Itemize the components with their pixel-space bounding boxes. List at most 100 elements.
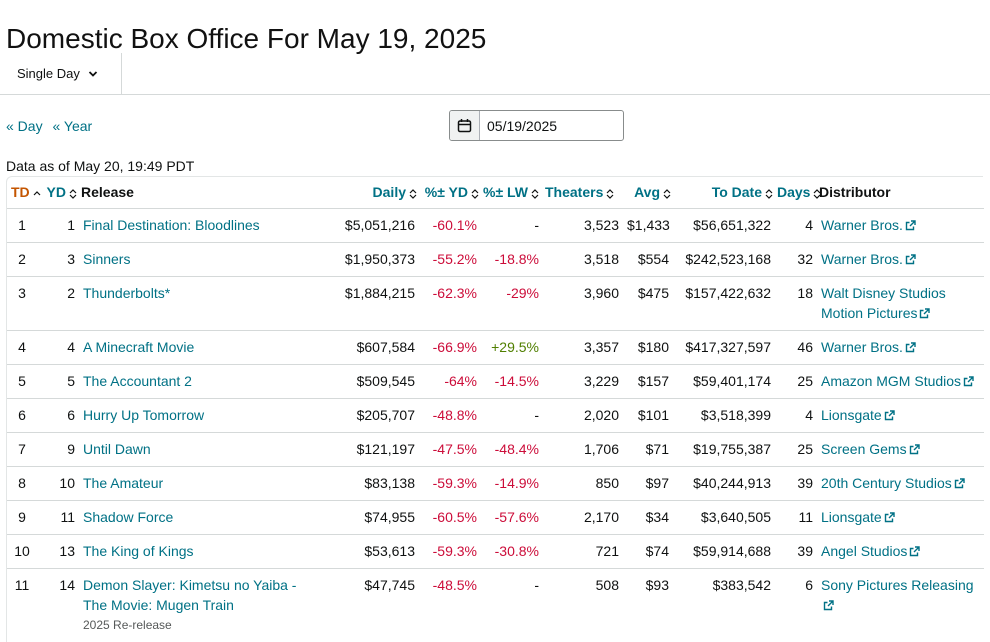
header-td[interactable]: TD xyxy=(7,177,41,208)
pct-change-lw: - xyxy=(481,397,543,432)
distributor-link[interactable]: Warner Bros. xyxy=(821,339,916,355)
to-date-gross: $59,401,174 xyxy=(673,363,775,398)
pct-change-lw: -30.8% xyxy=(481,533,543,568)
rank-yesterday: 11 xyxy=(37,499,79,534)
release-cell: The King of Kings xyxy=(79,533,327,568)
distributor-cell: Angel Studios xyxy=(817,533,984,568)
distributor-link[interactable]: Warner Bros. xyxy=(821,217,916,233)
header-avg[interactable]: Avg xyxy=(623,177,673,208)
daily-gross: $205,707 xyxy=(327,397,419,432)
rank-today: 10 xyxy=(7,533,37,568)
view-type-label: Single Day xyxy=(17,66,80,81)
days-in-release: 25 xyxy=(775,363,817,398)
theaters-count: 3,229 xyxy=(543,363,623,398)
prev-day-link[interactable]: « Day xyxy=(6,118,43,134)
sort-arrows-icon xyxy=(531,188,539,199)
distributor-cell: Screen Gems xyxy=(817,431,984,466)
distributor-link[interactable]: 20th Century Studios xyxy=(821,475,965,491)
header-release: Release xyxy=(81,184,134,201)
header-days[interactable]: Days xyxy=(775,177,821,208)
release-link[interactable]: Sinners xyxy=(83,250,131,267)
distributor-link[interactable]: Warner Bros. xyxy=(821,251,916,267)
to-date-gross: $383,542 xyxy=(673,567,775,642)
days-in-release: 39 xyxy=(775,465,817,500)
release-cell: The Amateur xyxy=(79,465,327,500)
pct-change-yd: -60.5% xyxy=(419,499,481,534)
header-theaters[interactable]: Theaters xyxy=(543,177,623,208)
view-type-dropdown[interactable]: Single Day xyxy=(0,53,122,94)
average-gross: $157 xyxy=(623,363,673,398)
release-link[interactable]: Demon Slayer: Kimetsu no Yaiba - The Mov… xyxy=(83,576,297,613)
table-row: 8 10 The Amateur $83,138 -59.3% -14.9% 850 $97 $… xyxy=(7,465,984,500)
table-body: 1 1 Final Destination: Bloodlines $5,051,21… xyxy=(7,207,984,642)
header-pct-lw[interactable]: %± LW xyxy=(481,177,543,208)
distributor-link[interactable]: Lionsgate xyxy=(821,407,895,423)
rank-yesterday: 10 xyxy=(37,465,79,500)
date-input[interactable] xyxy=(480,111,620,140)
release-link[interactable]: Final Destination: Bloodlines xyxy=(83,216,260,233)
header-yd[interactable]: YD xyxy=(37,177,79,208)
release-cell: A Minecraft Movie xyxy=(79,329,327,364)
release-link[interactable]: Hurry Up Tomorrow xyxy=(83,406,205,423)
release-link[interactable]: The Accountant 2 xyxy=(83,372,192,389)
table-row: 11 14 Demon Slayer: Kimetsu no Yaiba - The… xyxy=(7,567,984,642)
rank-today: 5 xyxy=(7,363,37,398)
release-cell: The Accountant 2 xyxy=(79,363,327,398)
distributor-link[interactable]: Angel Studios xyxy=(821,543,921,559)
distributor-link[interactable]: Sony Pictures Releasing xyxy=(821,577,974,613)
rank-yesterday: 13 xyxy=(37,533,79,568)
daily-gross: $53,613 xyxy=(327,533,419,568)
average-gross: $554 xyxy=(623,241,673,276)
table-row: 10 13 The King of Kings $53,613 -59.3% -30.8%… xyxy=(7,533,984,568)
release-cell: Until Dawn xyxy=(79,431,327,466)
date-navigation: « Day « Year xyxy=(6,118,98,134)
release-link[interactable]: Until Dawn xyxy=(83,440,151,457)
box-office-table: TD YD Release Daily %± YD %± LW Theaters… xyxy=(7,177,984,642)
days-in-release: 4 xyxy=(775,397,817,432)
distributor-link[interactable]: Amazon MGM Studios xyxy=(821,373,974,389)
to-date-gross: $417,327,597 xyxy=(673,329,775,364)
distributor-link[interactable]: Walt Disney Studios Motion Pictures xyxy=(821,284,946,321)
header-pct-yd[interactable]: %± YD xyxy=(419,177,481,208)
table-row: 5 5 The Accountant 2 $509,545 -64% -14.5% 3,22… xyxy=(7,363,984,398)
to-date-gross: $59,914,688 xyxy=(673,533,775,568)
prev-year-link[interactable]: « Year xyxy=(52,118,93,134)
release-link[interactable]: Thunderbolts* xyxy=(83,284,171,301)
release-link[interactable]: A Minecraft Movie xyxy=(83,338,195,355)
release-cell: Shadow Force xyxy=(79,499,327,534)
daily-gross: $5,051,216 xyxy=(327,207,419,242)
distributor-cell: Amazon MGM Studios xyxy=(817,363,984,398)
table-row: 1 1 Final Destination: Bloodlines $5,051,21… xyxy=(7,207,984,242)
pct-change-yd: -64% xyxy=(419,363,481,398)
calendar-button[interactable] xyxy=(450,111,480,140)
to-date-gross: $56,651,322 xyxy=(673,207,775,242)
theaters-count: 2,020 xyxy=(543,397,623,432)
release-link[interactable]: The Amateur xyxy=(83,474,164,491)
distributor-link[interactable]: Lionsgate xyxy=(821,509,895,525)
header-daily[interactable]: Daily xyxy=(327,177,419,208)
release-link[interactable]: The King of Kings xyxy=(83,542,194,559)
distributor-cell: Sony Pictures Releasing xyxy=(817,567,984,642)
pct-change-yd: -48.8% xyxy=(419,397,481,432)
box-office-table-container: TD YD Release Daily %± YD %± LW Theaters… xyxy=(6,176,984,642)
sort-asc-icon xyxy=(33,189,41,199)
data-timestamp: Data as of May 20, 19:49 PDT xyxy=(6,158,195,174)
days-in-release: 25 xyxy=(775,431,817,466)
external-link-icon xyxy=(823,599,834,610)
to-date-gross: $157,422,632 xyxy=(673,275,775,330)
release-link[interactable]: Shadow Force xyxy=(83,508,174,525)
average-gross: $34 xyxy=(623,499,673,534)
days-in-release: 46 xyxy=(775,329,817,364)
sort-arrows-icon xyxy=(471,188,479,199)
external-link-icon xyxy=(920,307,931,318)
daily-gross: $74,955 xyxy=(327,499,419,534)
header-to-date[interactable]: To Date xyxy=(673,177,775,208)
theaters-count: 721 xyxy=(543,533,623,568)
external-link-icon xyxy=(884,409,895,420)
distributor-link[interactable]: Screen Gems xyxy=(821,441,920,457)
to-date-gross: $3,640,505 xyxy=(673,499,775,534)
release-cell: Final Destination: Bloodlines xyxy=(79,207,327,242)
theaters-count: 3,518 xyxy=(543,241,623,276)
distributor-cell: Walt Disney Studios Motion Pictures xyxy=(817,275,984,330)
